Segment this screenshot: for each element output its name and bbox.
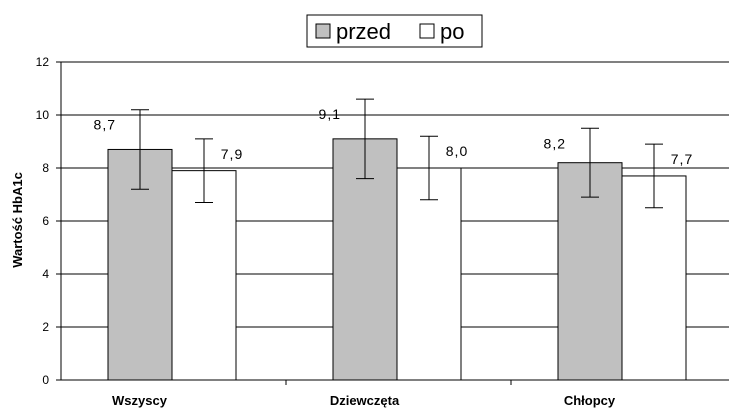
y-tick-labels: 0 2 4 6 8 10 12	[36, 55, 50, 387]
data-label: 8,2	[544, 135, 566, 151]
legend-swatch-po	[419, 23, 435, 39]
data-label: 9,1	[319, 106, 341, 122]
y-tick-label: 4	[42, 267, 49, 281]
y-axis-label: Wartość HbA1c	[10, 172, 25, 268]
category-label: Dziewczęta	[330, 393, 400, 408]
y-tick-label: 8	[42, 161, 49, 175]
bar-przed	[557, 162, 623, 381]
data-label: 8,0	[446, 143, 468, 159]
data-labels: 8,7 7,9 9,1 8,0 8,2 7,7	[94, 106, 693, 167]
data-label: 7,7	[671, 151, 693, 167]
bars	[107, 138, 687, 381]
legend-box	[306, 14, 483, 48]
data-label: 7,9	[221, 146, 243, 162]
x-category-labels: Wszyscy Dziewczęta Chłopcy	[112, 393, 616, 408]
y-tick-label: 10	[36, 108, 50, 122]
legend-swatch-przed	[315, 23, 331, 39]
bar-po	[171, 170, 237, 381]
axes	[56, 61, 729, 385]
y-tick-label: 6	[42, 214, 49, 228]
legend: przed po	[306, 14, 483, 48]
legend-label: przed	[336, 19, 391, 44]
error-bars	[131, 98, 663, 209]
data-label: 8,7	[94, 117, 116, 133]
y-tick-label: 12	[36, 55, 50, 69]
y-tick-label: 2	[42, 320, 49, 334]
y-tick-label: 0	[42, 373, 49, 387]
bar-po	[621, 175, 687, 381]
legend-label: po	[440, 19, 464, 44]
category-label: Chłopcy	[564, 393, 616, 408]
category-label: Wszyscy	[112, 393, 168, 408]
